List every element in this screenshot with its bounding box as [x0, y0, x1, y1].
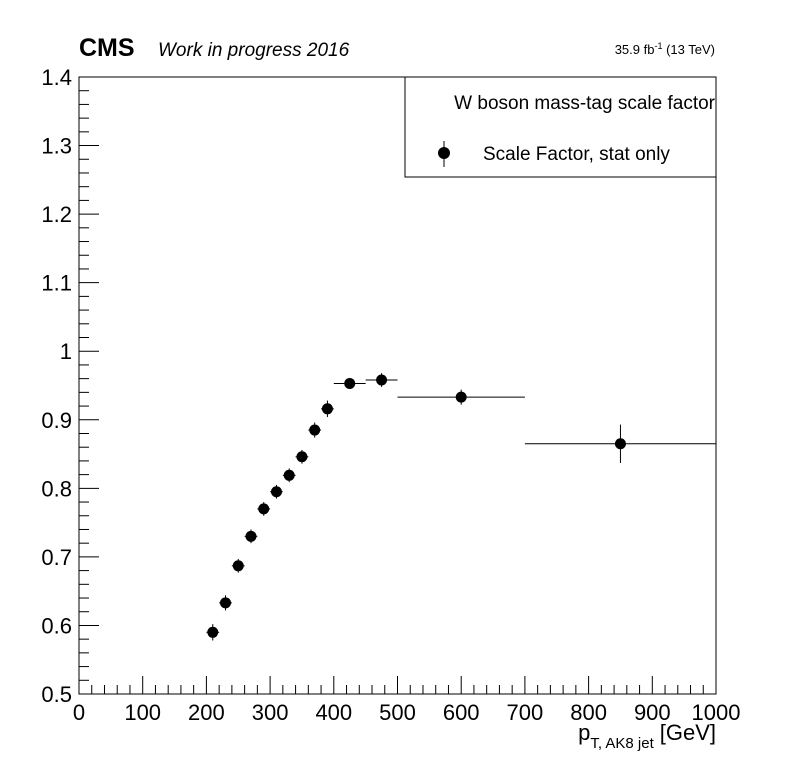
x-tick-label: 300: [252, 700, 289, 725]
y-tick-label: 0.5: [41, 682, 72, 707]
data-point: [333, 377, 366, 389]
data-marker: [296, 451, 308, 463]
data-marker: [283, 469, 295, 481]
data-point: [282, 468, 296, 483]
data-marker: [344, 377, 356, 389]
data-point: [365, 373, 398, 387]
data-series: [206, 373, 716, 641]
data-point: [257, 502, 271, 516]
x-tick-label: 900: [634, 700, 671, 725]
x-tick-label: 200: [188, 700, 225, 725]
data-point: [308, 422, 322, 438]
data-point: [270, 484, 283, 499]
x-tick-label: 0: [73, 700, 85, 725]
data-point: [206, 624, 220, 641]
x-axis-title: pT, AK8 jet [GeV]: [578, 720, 716, 752]
data-point: [231, 558, 245, 573]
x-tick-label: 700: [507, 700, 544, 725]
y-tick-label: 0.9: [41, 408, 72, 433]
y-tick-label: 0.7: [41, 545, 72, 570]
x-tick-label: 600: [443, 700, 480, 725]
data-marker: [270, 486, 282, 498]
data-marker: [614, 438, 626, 450]
data-marker: [376, 374, 388, 386]
status-label: Work in progress 2016: [158, 40, 350, 61]
data-point: [295, 449, 309, 464]
legend-entry-label: Scale Factor, stat only: [483, 144, 670, 165]
data-marker: [309, 424, 321, 436]
legend-box: [404, 76, 717, 178]
y-tick-label: 1.1: [41, 271, 72, 296]
legend-title: W boson mass-tag scale factor: [454, 93, 715, 114]
y-tick-label: 0.6: [41, 613, 72, 638]
x-tick-label: 100: [124, 700, 161, 725]
y-tick-label: 1: [60, 339, 72, 364]
x-tick-label: 400: [315, 700, 352, 725]
data-marker: [245, 530, 257, 542]
data-marker: [232, 560, 244, 572]
data-marker: [455, 391, 467, 403]
legend-marker: [438, 147, 450, 159]
y-tick-label: 1.3: [41, 134, 72, 159]
x-tick-label: 500: [379, 700, 416, 725]
experiment-label: CMS: [79, 34, 135, 62]
y-tick-label: 1.4: [41, 65, 72, 90]
data-point: [321, 400, 334, 418]
legend: W boson mass-tag scale factor Scale Fact…: [404, 76, 717, 178]
data-marker: [258, 503, 270, 515]
lumi-label: 35.9 fb-1 (13 TeV): [615, 41, 715, 57]
y-tick-label: 0.8: [41, 476, 72, 501]
data-point: [397, 389, 525, 405]
x-axis: 0 100 200 300 400 500 600 700 800 900 1000: [73, 676, 741, 725]
x-tick-label: 800: [570, 700, 607, 725]
data-marker: [220, 597, 232, 609]
data-marker: [321, 403, 333, 415]
data-point: [524, 424, 716, 463]
x-tick-label: 1000: [692, 700, 741, 725]
data-marker: [207, 626, 219, 638]
y-axis: 0.5 0.6 0.7 0.8 0.9 1 1.1 1.2 1.3 1.4: [41, 65, 99, 707]
y-tick-label: 1.2: [41, 202, 72, 227]
data-point: [244, 529, 258, 544]
data-point: [219, 595, 232, 611]
